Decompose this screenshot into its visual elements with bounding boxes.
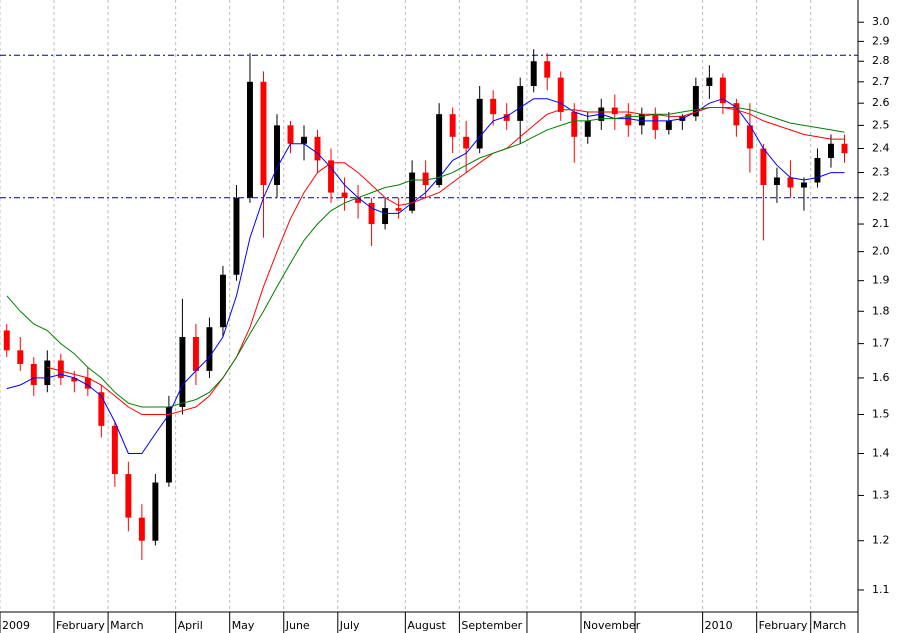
- y-tick-label: 1.4: [872, 446, 890, 459]
- y-tick-label: 2.9: [872, 34, 890, 47]
- y-tick-label: 2.2: [872, 191, 890, 204]
- candle-body: [652, 114, 659, 130]
- candle-body: [828, 143, 834, 158]
- candle-body: [449, 114, 456, 137]
- candle-body: [611, 107, 618, 115]
- candle-body: [746, 125, 753, 149]
- candle-body: [530, 61, 537, 87]
- candle-body: [274, 125, 280, 185]
- candle-body: [490, 98, 497, 115]
- candle-body: [395, 208, 402, 211]
- candle-body: [152, 482, 159, 541]
- y-tick-label: 1.5: [872, 407, 890, 420]
- x-tick-label: November: [583, 619, 641, 632]
- candle-body: [71, 377, 78, 382]
- candle-body: [584, 120, 591, 137]
- candle-body: [557, 77, 564, 112]
- moving-average-line: [6, 98, 845, 454]
- candle-body: [44, 360, 51, 386]
- candle-body: [17, 350, 24, 364]
- candle-body: [800, 182, 807, 188]
- moving-average-line: [6, 107, 845, 408]
- candle-body: [638, 114, 645, 126]
- candle-body: [692, 86, 699, 117]
- y-tick-label: 1.7: [872, 337, 890, 350]
- candle-body: [301, 136, 307, 144]
- x-tick-label: July: [339, 619, 360, 632]
- candle-body: [260, 81, 267, 185]
- candle-body: [733, 103, 740, 126]
- y-tick-label: 2.6: [872, 96, 890, 109]
- y-tick-label: 1.3: [872, 488, 890, 501]
- candle-body: [787, 177, 794, 188]
- y-tick-label: 2.0: [872, 245, 890, 258]
- y-tick-label: 2.4: [872, 141, 890, 154]
- x-tick-label: 2009: [2, 619, 30, 632]
- candle-body: [328, 160, 335, 193]
- candle-body: [246, 81, 253, 198]
- x-tick-label: February: [56, 619, 105, 632]
- candle-body: [192, 337, 199, 371]
- candle-body: [111, 425, 118, 475]
- candle-body: [517, 86, 524, 121]
- x-tick-label: March: [110, 619, 144, 632]
- candle-body: [355, 197, 362, 203]
- candle-body: [436, 114, 443, 185]
- candle-body: [625, 114, 632, 126]
- candle-body: [287, 125, 294, 144]
- candle-body: [3, 330, 10, 351]
- candle-body: [84, 377, 91, 389]
- y-tick-label: 1.2: [872, 534, 890, 547]
- candle-body: [760, 148, 767, 185]
- y-tick-label: 1.1: [872, 583, 890, 596]
- x-tick-label: March: [813, 619, 847, 632]
- candle-body: [206, 327, 213, 371]
- candle-body: [30, 363, 37, 386]
- y-tick-label: 1.8: [872, 304, 890, 317]
- candle-body: [571, 111, 578, 137]
- y-tick-label: 2.1: [872, 217, 890, 230]
- y-tick-label: 1.9: [872, 274, 890, 287]
- candle-body: [544, 61, 551, 78]
- candle-body: [814, 157, 821, 183]
- candle-body: [368, 202, 375, 225]
- x-tick-label: June: [285, 619, 310, 632]
- y-tick-label: 1.6: [872, 371, 890, 384]
- candle-body: [773, 177, 780, 185]
- y-tick-label: 2.7: [872, 75, 890, 88]
- candle-body: [98, 392, 105, 426]
- y-tick-label: 3.0: [872, 15, 890, 28]
- candle-body: [165, 406, 172, 483]
- y-tick-label: 2.3: [872, 166, 890, 179]
- candle-body: [138, 517, 145, 541]
- x-tick-label: February: [759, 619, 808, 632]
- candle-body: [503, 114, 510, 121]
- candle-body: [219, 274, 226, 328]
- candle-body: [125, 474, 132, 518]
- candle-body: [706, 77, 713, 87]
- candle-body: [179, 337, 186, 407]
- candle-body: [314, 136, 321, 161]
- x-tick-label: May: [232, 619, 255, 632]
- candle-body: [841, 143, 848, 154]
- candle-body: [665, 120, 672, 130]
- x-tick-label: 2010: [705, 619, 733, 632]
- candle-body: [57, 360, 64, 378]
- candle-body: [409, 172, 416, 211]
- y-tick-label: 2.5: [872, 118, 890, 131]
- candle-body: [463, 136, 470, 149]
- candle-body: [233, 197, 240, 275]
- candle-body: [341, 192, 348, 198]
- x-tick-label: April: [178, 619, 203, 632]
- candle-body: [422, 172, 429, 185]
- candle-body: [382, 208, 389, 225]
- x-tick-label: September: [461, 619, 522, 632]
- x-tick-label: August: [407, 619, 446, 632]
- candle-body: [719, 77, 726, 104]
- candle-body: [476, 98, 483, 149]
- y-tick-label: 2.8: [872, 54, 890, 67]
